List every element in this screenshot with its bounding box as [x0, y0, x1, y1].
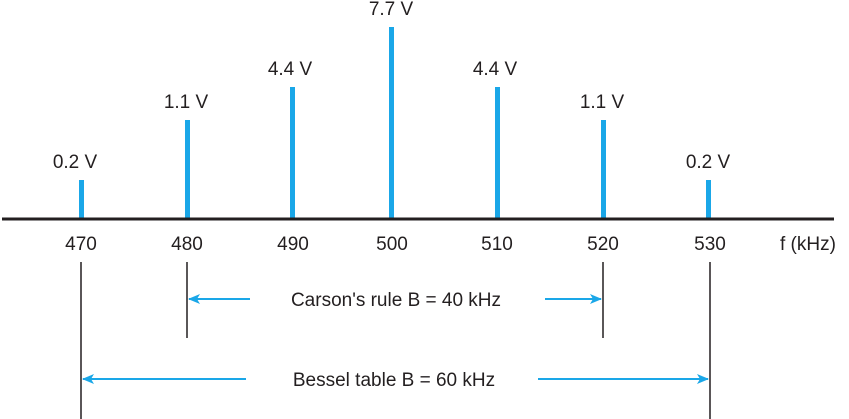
- amplitude-label-500: 7.7 V: [369, 0, 414, 20]
- tick-label-480: 480: [171, 234, 203, 255]
- amplitude-label-470: 0.2 V: [53, 152, 98, 173]
- spectral-line-490: [290, 87, 295, 219]
- spectral-line-510: [495, 87, 500, 219]
- bandwidth-markers: [80, 262, 711, 419]
- tick-label-510: 510: [481, 234, 513, 255]
- amplitude-label-480: 1.1 V: [164, 92, 209, 113]
- spectral-line-530: [706, 180, 711, 219]
- spectral-lines: [79, 27, 711, 219]
- carson-bandwidth-annotation: Carson's rule B = 40 kHz: [188, 290, 602, 311]
- carson-bandwidth-label: Carson's rule B = 40 kHz: [291, 290, 501, 311]
- axis-unit-label: f (kHz): [780, 234, 836, 255]
- bessel-bandwidth-label: Bessel table B = 60 kHz: [293, 370, 495, 391]
- amplitude-label-510: 4.4 V: [473, 59, 518, 80]
- amplitude-label-530: 0.2 V: [686, 152, 731, 173]
- amplitude-label-490: 4.4 V: [268, 59, 313, 80]
- tick-label-520: 520: [587, 234, 619, 255]
- amplitude-label-520: 1.1 V: [580, 92, 625, 113]
- tick-label-490: 490: [277, 234, 309, 255]
- spectral-line-470: [79, 180, 84, 219]
- bessel-bandwidth-annotation: Bessel table B = 60 kHz: [82, 370, 709, 391]
- tick-label-470: 470: [65, 234, 97, 255]
- frequency-tick-labels: 470 480 490 500 510 520 530 f (kHz): [65, 234, 836, 255]
- spectral-line-480: [185, 120, 190, 219]
- spectral-line-520: [601, 120, 606, 219]
- spectral-line-500: [389, 27, 394, 219]
- tick-label-530: 530: [694, 234, 726, 255]
- tick-label-500: 500: [376, 234, 408, 255]
- amplitude-labels: 0.2 V 1.1 V 4.4 V 7.7 V 4.4 V 1.1 V 0.2 …: [53, 0, 731, 173]
